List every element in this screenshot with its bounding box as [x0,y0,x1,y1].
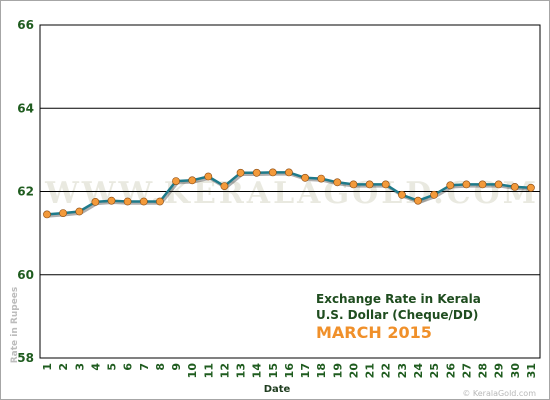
data-point [397,190,406,199]
chart-title-line-2: U.S. Dollar (Cheque/DD) [316,308,478,322]
x-tick-label: 23 [396,363,409,378]
data-point [123,197,132,206]
x-tick-label: 31 [525,363,538,378]
y-tick-label: 64 [17,101,34,115]
x-tick-label: 3 [73,363,86,371]
data-point [252,168,261,177]
x-tick-label: 4 [89,363,102,371]
data-point [349,180,358,189]
data-point [75,207,84,216]
credit-text: © KeralaGold.com [462,389,536,398]
x-tick-label: 11 [202,363,215,378]
x-tick-label: 13 [235,363,248,378]
x-tick-label: 27 [460,363,473,378]
data-point [268,168,277,177]
x-tick-label: 24 [412,363,425,379]
data-point [204,172,213,181]
x-tick-label: 1 [41,363,54,371]
data-point [139,197,148,206]
data-point [236,168,245,177]
series-layer [43,168,535,219]
data-point [188,176,197,185]
plot-area [39,24,541,359]
y-tick-label: 66 [17,18,34,32]
data-point [478,180,487,189]
y-tick-label: 62 [17,185,34,199]
data-point [43,210,51,219]
x-tick-label: 6 [122,363,135,371]
y-tick-label: 60 [17,268,34,282]
x-tick-label: 5 [106,363,119,371]
data-point [59,209,67,217]
x-tick-label: 30 [509,363,522,379]
x-tick-label: 14 [251,363,264,379]
x-tick-label: 26 [444,363,457,379]
chart-subtitle-month: MARCH 2015 [316,323,432,342]
x-tick-label: 25 [428,363,441,378]
data-point [430,190,438,199]
x-tick-label: 12 [218,363,231,378]
data-point [381,180,390,189]
data-point [446,181,455,190]
data-point [414,196,422,205]
watermark: WWW.KERALAGOLD.COM [44,176,539,211]
data-point [91,197,100,206]
data-point [527,183,535,192]
y-axis-label: Rate in Rupees [10,287,20,364]
x-tick-label: 7 [138,363,151,371]
data-point [333,178,342,187]
x-tick-label: 29 [493,363,506,378]
x-tick-label: 17 [299,363,312,378]
y-axis-ticks: 58 60 62 64 66 [17,18,34,365]
data-point [494,180,503,189]
x-tick-label: 16 [283,363,296,379]
data-point [220,182,229,190]
x-axis-ticks: 1 2 3 4 5 6 7 8 9 10 11 12 13 14 15 16 17 18 19 20 21 22 23 24 2… [41,363,538,379]
data-point [317,174,326,183]
x-tick-label: 19 [331,363,344,378]
data-point [510,182,519,191]
x-tick-label: 8 [154,363,167,371]
x-axis-label: Date [264,384,291,395]
x-tick-label: 21 [364,363,377,378]
data-point [155,197,164,206]
x-tick-label: 2 [57,363,70,371]
data-point [284,168,293,177]
y-tick-label: 58 [17,351,34,365]
data-point [365,180,374,189]
grid-layer [40,107,540,276]
x-tick-label: 18 [315,363,328,378]
x-tick-label: 20 [347,363,360,379]
x-tick-label: 9 [170,363,183,371]
data-point [107,196,116,205]
data-point [172,177,180,185]
x-tick-label: 22 [380,363,393,378]
chart-title-line-1: Exchange Rate in Kerala [316,292,481,306]
data-point [462,180,471,189]
x-tick-label: 10 [186,363,199,379]
x-tick-label: 15 [267,363,280,378]
data-point [301,173,309,182]
x-tick-label: 28 [477,363,490,378]
